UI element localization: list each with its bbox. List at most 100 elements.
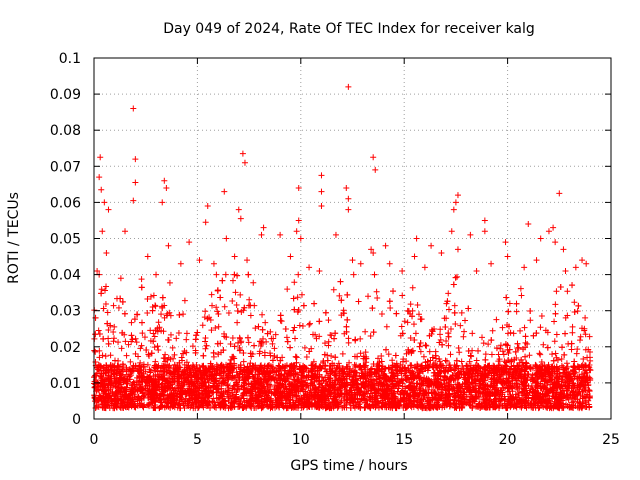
- data-point: [223, 334, 230, 341]
- data-point: [569, 329, 576, 336]
- data-point: [441, 401, 448, 408]
- data-point: [229, 298, 236, 305]
- data-point: [383, 323, 390, 330]
- data-point: [107, 352, 114, 359]
- data-point: [262, 319, 269, 326]
- data-point: [151, 333, 158, 340]
- data-point: [147, 369, 154, 376]
- data-point: [104, 309, 111, 316]
- data-point: [277, 357, 284, 364]
- data-point: [178, 354, 185, 361]
- data-point: [507, 391, 514, 398]
- data-point: [513, 308, 520, 315]
- data-point: [362, 328, 369, 335]
- data-point: [424, 367, 431, 374]
- data-point: [156, 324, 163, 331]
- data-point: [398, 323, 405, 330]
- data-point: [525, 383, 532, 390]
- data-point: [551, 338, 558, 345]
- data-point: [240, 358, 247, 365]
- data-point: [250, 279, 257, 286]
- data-point: [582, 346, 589, 353]
- data-point: [175, 330, 182, 337]
- data-point: [586, 333, 593, 340]
- data-point: [128, 319, 135, 326]
- data-point: [312, 387, 319, 394]
- data-point: [169, 344, 176, 351]
- data-point: [445, 306, 452, 313]
- data-point: [115, 339, 122, 346]
- data-point: [244, 363, 251, 370]
- data-point: [521, 324, 528, 331]
- data-point: [133, 339, 140, 346]
- data-point: [497, 342, 504, 349]
- data-point: [301, 344, 308, 351]
- data-point: [452, 320, 459, 327]
- data-point: [328, 353, 335, 360]
- data-point: [310, 358, 317, 365]
- data-point: [553, 288, 560, 295]
- data-point: [105, 326, 112, 333]
- data-point: [508, 363, 515, 370]
- data-point: [233, 301, 240, 308]
- data-point: [214, 308, 221, 315]
- data-point: [127, 358, 134, 365]
- data-point: [447, 364, 454, 371]
- data-point: [247, 312, 254, 319]
- data-point: [580, 356, 587, 363]
- data-point: [122, 338, 129, 345]
- data-point: [407, 301, 414, 308]
- data-point: [542, 327, 549, 334]
- data-point: [485, 341, 492, 348]
- data-point: [95, 327, 102, 334]
- data-point: [272, 331, 279, 338]
- data-point: [563, 360, 570, 367]
- data-point: [527, 317, 534, 324]
- data-point: [570, 398, 577, 405]
- data-point: [582, 314, 589, 321]
- data-point: [451, 302, 458, 309]
- chart-title: Day 049 of 2024, Rate Of TEC Index for r…: [163, 21, 535, 37]
- data-point: [144, 310, 151, 317]
- data-point: [505, 350, 512, 357]
- data-point: [238, 308, 245, 315]
- data-point: [263, 338, 270, 345]
- data-point: [331, 393, 338, 400]
- data-point: [538, 358, 545, 365]
- data-point: [291, 377, 298, 384]
- data-point: [222, 388, 229, 395]
- data-point: [110, 338, 117, 345]
- data-point: [493, 345, 500, 352]
- data-point: [499, 324, 506, 331]
- data-point: [170, 355, 177, 362]
- data-point: [295, 271, 302, 278]
- data-point: [183, 336, 190, 343]
- data-point: [307, 320, 314, 327]
- data-point: [110, 329, 117, 336]
- data-point: [150, 292, 157, 299]
- data-point: [585, 386, 592, 393]
- data-point: [147, 327, 154, 334]
- data-point: [232, 289, 239, 296]
- data-point: [271, 345, 278, 352]
- data-point: [238, 338, 245, 345]
- data-point: [517, 285, 524, 292]
- data-point: [423, 342, 430, 349]
- data-point: [488, 351, 495, 358]
- data-point: [155, 373, 162, 380]
- data-point: [510, 330, 517, 337]
- data-point: [378, 311, 385, 318]
- data-point: [532, 399, 539, 406]
- data-point: [138, 342, 145, 349]
- data-point: [298, 291, 305, 298]
- data-point: [259, 311, 266, 318]
- data-point: [407, 335, 414, 342]
- data-point: [574, 308, 581, 315]
- data-point: [455, 344, 462, 351]
- data-point: [443, 358, 450, 365]
- data-point: [399, 383, 406, 390]
- data-point: [409, 284, 416, 291]
- data-point: [410, 321, 417, 328]
- data-point: [469, 330, 476, 337]
- data-point: [160, 371, 167, 378]
